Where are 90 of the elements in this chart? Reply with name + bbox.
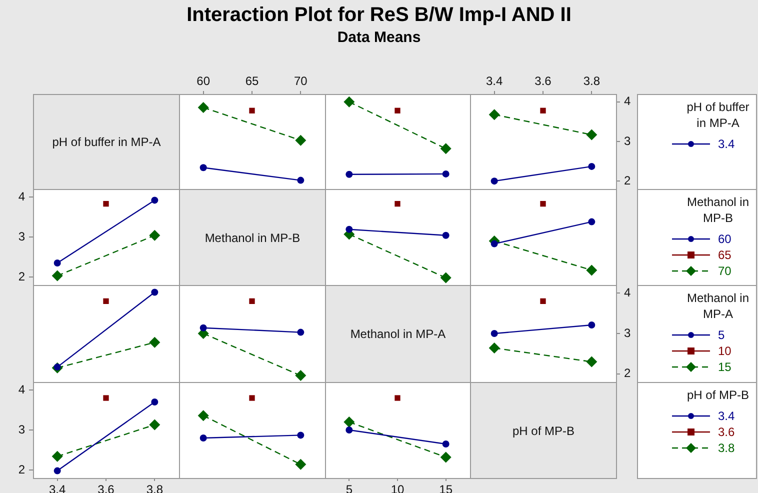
y-tick-label: 4 bbox=[18, 189, 26, 204]
point bbox=[394, 200, 400, 207]
text: Methanol in MP-A bbox=[325, 285, 471, 383]
point bbox=[540, 200, 546, 207]
point bbox=[586, 356, 598, 368]
point bbox=[440, 452, 452, 463]
point bbox=[200, 324, 207, 332]
point bbox=[586, 264, 598, 276]
text: pH of buffer in MP-A bbox=[33, 94, 180, 190]
text: Methanol in MP-B bbox=[179, 189, 326, 286]
legend-label: 60 bbox=[718, 232, 732, 246]
point bbox=[490, 240, 498, 248]
legend-label: 3.4 bbox=[718, 137, 735, 151]
y-tick-label: 2 bbox=[624, 173, 631, 188]
point bbox=[440, 143, 452, 154]
y-tick-label: 4 bbox=[18, 382, 26, 396]
point bbox=[346, 226, 353, 233]
point bbox=[249, 108, 255, 114]
x-tick-label: 65 bbox=[245, 74, 259, 88]
point bbox=[490, 178, 498, 185]
point bbox=[540, 298, 546, 304]
point bbox=[490, 330, 498, 337]
y-tick-label: 3 bbox=[624, 134, 631, 148]
point bbox=[344, 416, 355, 428]
x-tick-label: 3.4 bbox=[486, 74, 503, 88]
point bbox=[297, 432, 304, 439]
text: Data Means bbox=[336, 29, 422, 46]
point bbox=[540, 108, 546, 114]
text: pH of MP-B bbox=[470, 382, 617, 479]
point bbox=[149, 230, 160, 241]
point bbox=[297, 328, 304, 336]
point bbox=[200, 434, 207, 442]
text: 5 bbox=[718, 328, 725, 342]
point bbox=[442, 232, 450, 239]
point bbox=[297, 176, 304, 184]
y-tick-label: 3 bbox=[624, 326, 631, 340]
legend-title: Methanol in MP-B bbox=[686, 194, 750, 226]
x-tick-label: 3.6 bbox=[534, 74, 552, 88]
legend-label: 70 bbox=[718, 264, 732, 278]
text: Interaction Plot for ReS B/W Imp-I AND II bbox=[186, 4, 572, 27]
point bbox=[295, 458, 306, 470]
point bbox=[588, 162, 596, 170]
point bbox=[295, 134, 306, 146]
point bbox=[54, 260, 61, 266]
point bbox=[151, 288, 158, 296]
legend-label: 3.6 bbox=[718, 425, 735, 439]
x-tick-label: 70 bbox=[294, 74, 308, 88]
legend-title: Methanol in MP-A bbox=[686, 290, 750, 322]
y-tick-label: 4 bbox=[624, 94, 631, 108]
point bbox=[588, 218, 596, 226]
point bbox=[346, 426, 353, 434]
y-tick-label: 2 bbox=[18, 462, 26, 476]
y-tick-label: 3 bbox=[18, 422, 26, 436]
x-tick-label: 3.8 bbox=[583, 74, 600, 88]
point bbox=[149, 336, 160, 348]
point bbox=[442, 170, 450, 178]
point bbox=[588, 322, 596, 329]
text: 10 bbox=[718, 344, 732, 358]
point bbox=[394, 108, 400, 114]
point bbox=[103, 200, 109, 207]
y-tick-label: 3 bbox=[18, 229, 26, 244]
legend-title: pH of MP-B bbox=[686, 387, 750, 403]
point bbox=[488, 342, 500, 354]
point bbox=[249, 298, 255, 304]
point bbox=[198, 410, 209, 422]
y-tick-label: 4 bbox=[624, 285, 631, 300]
legend-title: pH of buffer in MP-A bbox=[686, 99, 750, 131]
point bbox=[198, 102, 209, 113]
legend-label: 15 bbox=[718, 360, 732, 374]
point bbox=[440, 272, 452, 284]
legend-label: 3.4 bbox=[718, 409, 735, 423]
point bbox=[151, 398, 158, 406]
point bbox=[586, 129, 598, 140]
y-tick-label: 2 bbox=[624, 366, 631, 380]
point bbox=[52, 270, 63, 282]
point bbox=[346, 170, 353, 178]
point bbox=[295, 370, 306, 382]
legend-label: 65 bbox=[718, 248, 732, 262]
legend-label: 3.8 bbox=[718, 441, 735, 455]
point bbox=[149, 419, 160, 430]
point bbox=[488, 109, 500, 120]
point bbox=[54, 467, 61, 474]
point bbox=[442, 440, 450, 448]
point bbox=[151, 196, 158, 204]
y-tick-label: 2 bbox=[18, 269, 26, 284]
point bbox=[103, 298, 109, 304]
point bbox=[52, 450, 63, 462]
x-tick-label: 60 bbox=[196, 74, 210, 88]
point bbox=[200, 164, 207, 172]
point bbox=[344, 96, 355, 108]
